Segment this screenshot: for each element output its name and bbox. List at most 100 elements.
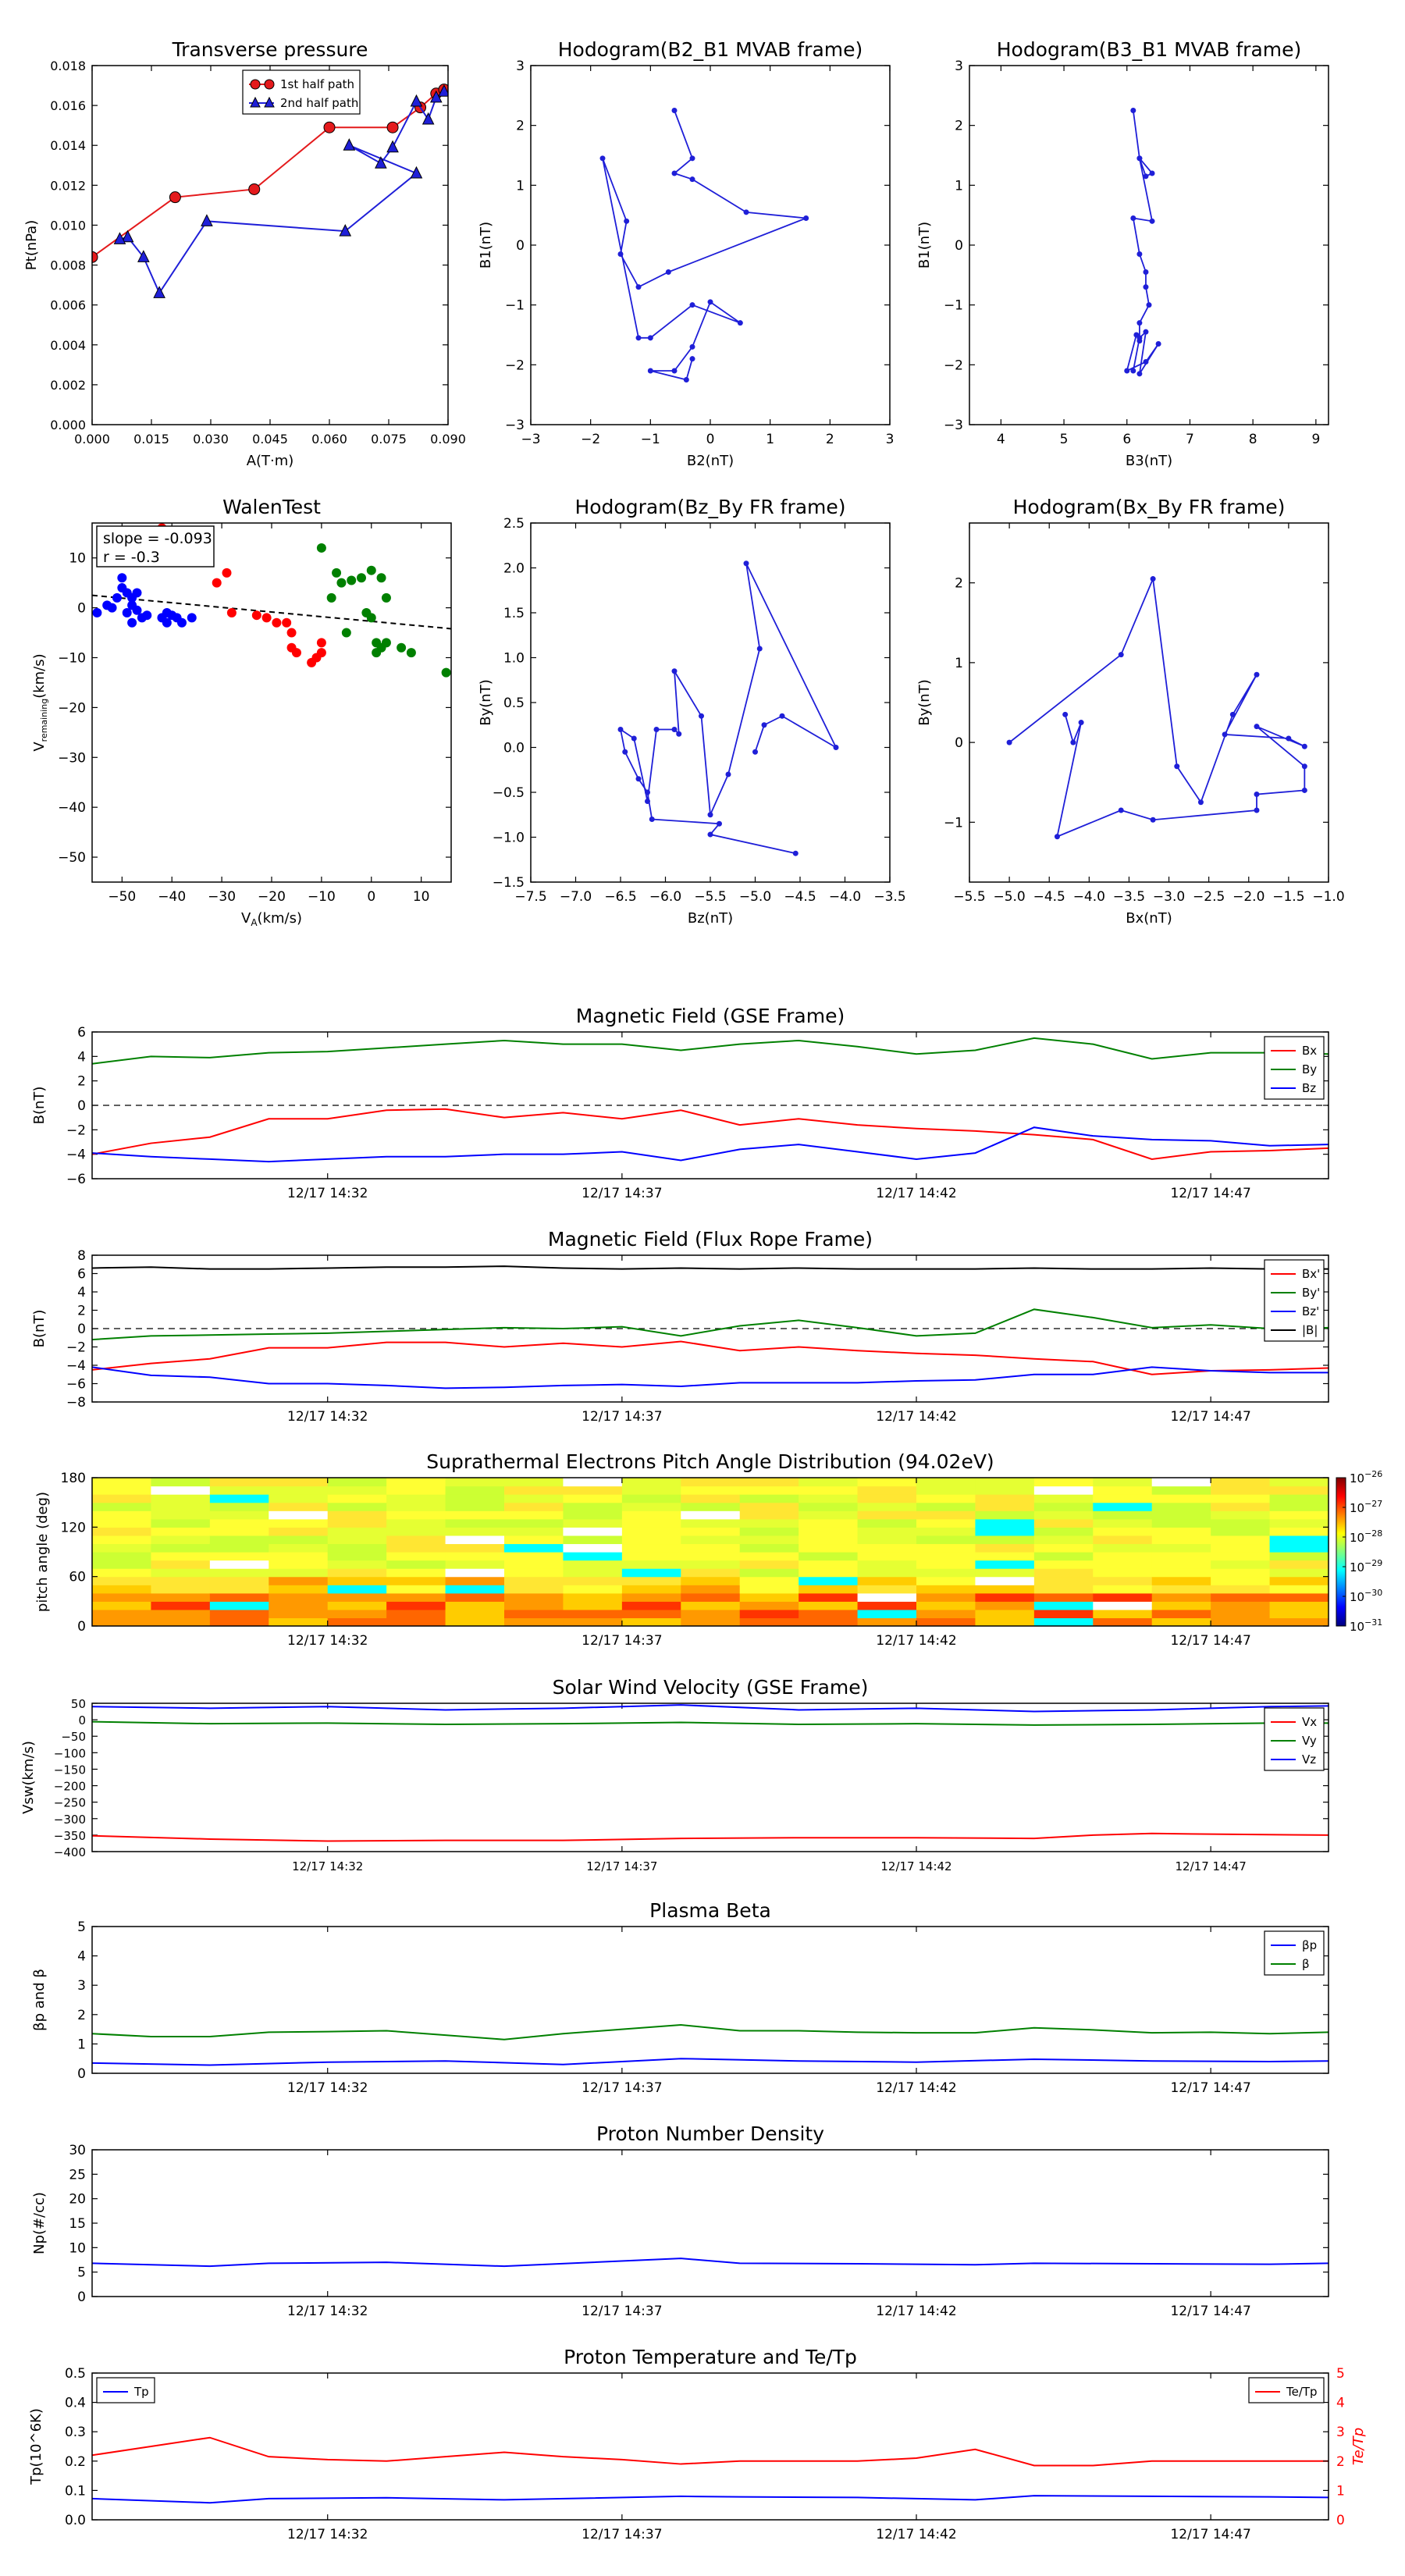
x-tick-label: 12/17 14:32 bbox=[287, 2527, 368, 2542]
heatmap-cell bbox=[1211, 1560, 1271, 1569]
heatmap-cell bbox=[1151, 1617, 1211, 1626]
legend: Vx Vy Vz bbox=[1264, 1707, 1325, 1771]
heatmap-cell bbox=[621, 1494, 681, 1503]
heatmap-cell bbox=[1269, 1592, 1329, 1602]
heatmap-cell bbox=[504, 1576, 564, 1585]
heatmap-cell bbox=[504, 1568, 564, 1578]
heatmap-cell bbox=[563, 1478, 623, 1487]
heatmap-cell bbox=[504, 1502, 564, 1511]
chart-walen-test: WalenTest −50 −40 −30 −20 −10 0 10 −50 −40 −30 −20 −… bbox=[31, 496, 452, 928]
heatmap-cell bbox=[1151, 1485, 1211, 1495]
heatmap-cell bbox=[563, 1510, 623, 1520]
heatmap-cell bbox=[151, 1592, 211, 1602]
data-point bbox=[1130, 215, 1136, 221]
data-point bbox=[803, 215, 809, 221]
heatmap-cell bbox=[92, 1585, 152, 1594]
colorbar-tick-label: 10−31 bbox=[1350, 1617, 1382, 1634]
heatmap-cell bbox=[151, 1518, 211, 1528]
heatmap-cell bbox=[563, 1576, 623, 1585]
x-tick-label: 12/17 14:47 bbox=[1170, 2080, 1250, 2096]
y-tick-label: 0 bbox=[955, 735, 963, 751]
data-point bbox=[316, 648, 326, 658]
heatmap-cell bbox=[386, 1478, 446, 1487]
heatmap-cell bbox=[445, 1552, 505, 1561]
plot-frame bbox=[969, 65, 1329, 425]
heatmap-cell bbox=[799, 1518, 859, 1528]
x-axis-label: Bx(nT) bbox=[1126, 910, 1172, 927]
heatmap-cell bbox=[92, 1527, 152, 1536]
heatmap-cell bbox=[563, 1535, 623, 1545]
y-tick-label: 2.5 bbox=[503, 516, 525, 532]
chart-np: Proton Number Density 12/17 14:32 12/17 14… bbox=[31, 2122, 1329, 2319]
heatmap-cell bbox=[386, 1576, 446, 1585]
heatmap-cell bbox=[327, 1494, 387, 1503]
heatmap-cell bbox=[1151, 1543, 1211, 1553]
heatmap-cell bbox=[1269, 1478, 1329, 1487]
y-axis-label: By(nT) bbox=[916, 679, 933, 725]
legend-marker bbox=[250, 79, 261, 90]
y-tick-label: 0.3 bbox=[65, 2425, 86, 2440]
data-point bbox=[624, 218, 630, 224]
heatmap-cell bbox=[916, 1502, 976, 1511]
heatmap-cell bbox=[269, 1478, 329, 1487]
heatmap-cell bbox=[681, 1478, 741, 1487]
x-tick-label: 4 bbox=[997, 432, 1005, 447]
plot-frame bbox=[91, 522, 452, 883]
heatmap-cell bbox=[621, 1510, 681, 1520]
heatmap-cell bbox=[445, 1527, 505, 1536]
heatmap-cell bbox=[1269, 1617, 1329, 1626]
heatmap-cell bbox=[92, 1601, 152, 1610]
data-point bbox=[743, 209, 749, 215]
y-tick-label: −6 bbox=[66, 1377, 86, 1393]
data-point bbox=[316, 543, 326, 553]
data-point bbox=[1143, 284, 1149, 290]
data-point bbox=[441, 667, 451, 678]
heatmap-cell bbox=[209, 1535, 269, 1545]
data-point bbox=[386, 140, 399, 153]
data-point bbox=[212, 578, 222, 588]
data-point bbox=[599, 155, 606, 162]
heatmap-cell bbox=[1033, 1601, 1094, 1610]
heatmap-cell bbox=[1211, 1576, 1271, 1585]
y-tick-label: 180 bbox=[61, 1471, 86, 1486]
colorbar-tick-label: 10−30 bbox=[1350, 1588, 1382, 1604]
data-point bbox=[671, 170, 678, 176]
heatmap-cell bbox=[327, 1527, 387, 1536]
heatmap-cell bbox=[92, 1518, 152, 1528]
heatmap-cell bbox=[681, 1494, 741, 1503]
heatmap-cell bbox=[621, 1576, 681, 1585]
y-tick-label: −40 bbox=[58, 800, 86, 816]
heatmap-cell bbox=[857, 1494, 917, 1503]
heatmap-cell bbox=[799, 1527, 859, 1536]
data-point bbox=[1130, 368, 1136, 374]
data-point bbox=[438, 84, 448, 97]
y-tick-label: 0 bbox=[77, 1098, 86, 1114]
data-point bbox=[617, 251, 624, 257]
heatmap-cell bbox=[739, 1478, 799, 1487]
heatmap-cell bbox=[1269, 1518, 1329, 1528]
legend-label: By' bbox=[1302, 1286, 1320, 1300]
heatmap-cell bbox=[209, 1609, 269, 1619]
heatmap-cell bbox=[504, 1601, 564, 1610]
heatmap-cell bbox=[92, 1543, 152, 1553]
heatmap-cell bbox=[445, 1494, 505, 1503]
heatmap-cell bbox=[1151, 1592, 1211, 1602]
series-line bbox=[1008, 576, 1306, 838]
chart-bgse: Magnetic Field (GSE Frame) 12/17 14:32 12/… bbox=[31, 1005, 1329, 1201]
series-line bbox=[619, 563, 838, 855]
y-axis-label: Vremaining(km/s) bbox=[31, 653, 49, 751]
data-point bbox=[1136, 320, 1143, 326]
y-tick-label: 60 bbox=[69, 1570, 86, 1585]
data-point bbox=[689, 155, 695, 162]
y-tick-label: −0.5 bbox=[493, 785, 525, 801]
data-point bbox=[117, 573, 127, 583]
chart-title: Proton Number Density bbox=[596, 2122, 824, 2145]
heatmap-cell bbox=[739, 1485, 799, 1495]
y2-tick-label: 2 bbox=[1336, 2454, 1345, 2470]
heatmap-cell bbox=[799, 1617, 859, 1626]
heatmap-cell bbox=[445, 1543, 505, 1553]
heatmap-cell bbox=[1093, 1568, 1153, 1578]
data-point bbox=[1155, 341, 1161, 347]
data-point bbox=[226, 608, 237, 617]
chart-beta: Plasma Beta 12/17 14:32 12/17 14:37 12/17 1… bbox=[31, 1899, 1329, 2096]
